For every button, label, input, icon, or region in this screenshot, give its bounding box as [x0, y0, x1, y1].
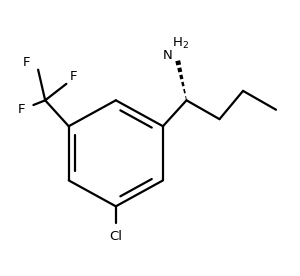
- Text: H$_2$: H$_2$: [172, 36, 189, 51]
- Text: Cl: Cl: [109, 230, 122, 243]
- Text: N: N: [163, 49, 172, 62]
- Text: F: F: [70, 70, 77, 83]
- Text: F: F: [22, 56, 30, 69]
- Text: F: F: [18, 103, 26, 116]
